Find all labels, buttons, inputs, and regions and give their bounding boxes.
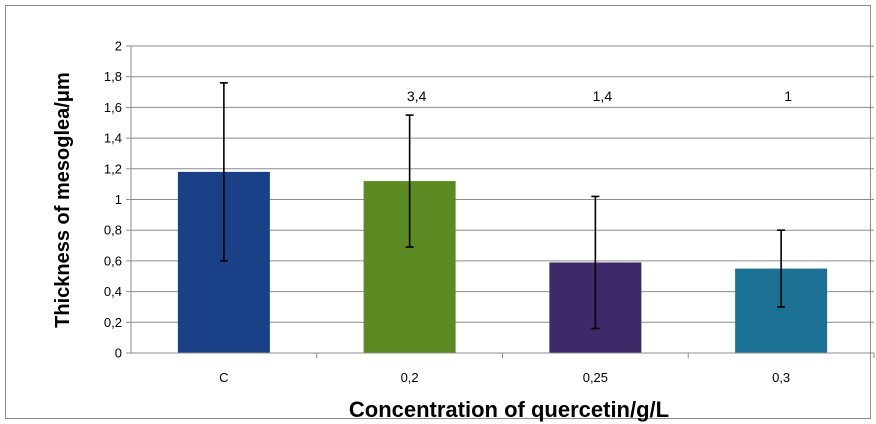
- bar-annotations: 3,4 1,4 1: [407, 88, 792, 104]
- bar-annotation: 1,4: [593, 88, 613, 104]
- y-tick-label: 0,2: [104, 315, 122, 330]
- x-tick-label: 0,3: [772, 370, 790, 385]
- y-axis-title: Thickness of mesoglea/μm: [52, 72, 74, 328]
- y-tick-label: 1,6: [104, 100, 122, 115]
- y-tick-label: 0,6: [104, 253, 122, 268]
- y-tick-label: 0,8: [104, 223, 122, 238]
- y-tick-labels: 0 0,2 0,4 0,6 0,8 1 1,2 1,4 1,6 1,8 2: [104, 39, 122, 361]
- y-tick-label: 2: [115, 39, 122, 54]
- x-tick-label: C: [219, 370, 228, 385]
- y-tick-label: 1,4: [104, 131, 122, 146]
- y-tick-label: 1,8: [104, 69, 122, 84]
- x-tick-labels: C 0,2 0,25 0,3: [219, 370, 790, 385]
- y-tick-label: 0,4: [104, 284, 122, 299]
- x-tick-label: 0,25: [583, 370, 608, 385]
- bar-annotation: 3,4: [407, 88, 427, 104]
- y-tick-label: 0: [115, 346, 122, 361]
- y-tick-label: 1: [115, 192, 122, 207]
- axes: [126, 45, 875, 358]
- error-bars: [219, 82, 786, 330]
- bar-annotation: 1: [784, 88, 792, 104]
- x-axis-title: Concentration of quercetin/g/L: [349, 397, 669, 422]
- y-tick-label: 1,2: [104, 161, 122, 176]
- x-tick-label: 0,2: [401, 370, 419, 385]
